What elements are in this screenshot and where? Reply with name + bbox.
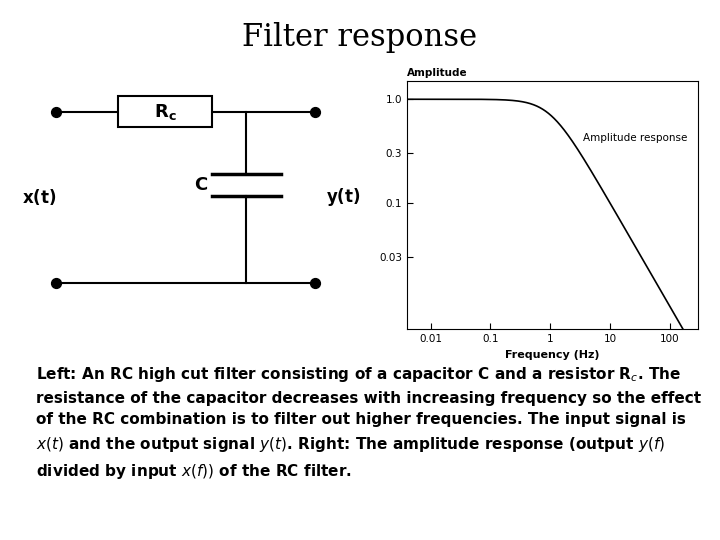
Point (50, 279, 62, 287)
Text: $\mathbf{R_c}$: $\mathbf{R_c}$ (153, 102, 176, 122)
Text: Amplitude response: Amplitude response (582, 133, 687, 143)
Text: $\mathbf{x(t)}$: $\mathbf{x(t)}$ (22, 187, 56, 207)
Point (310, 279, 321, 287)
Point (50, 107, 62, 116)
Bar (118, 96, 212, 127)
Point (310, 107, 321, 116)
Text: $\mathbf{y(t)}$: $\mathbf{y(t)}$ (325, 186, 360, 208)
Text: Left: An RC high cut filter consisting of a capacitor C and a resistor R$_c$. Th: Left: An RC high cut filter consisting o… (36, 365, 701, 481)
Text: Filter response: Filter response (243, 22, 477, 52)
X-axis label: Frequency (Hz): Frequency (Hz) (505, 350, 600, 360)
Text: Amplitude: Amplitude (407, 68, 467, 78)
Text: $\mathbf{C}$: $\mathbf{C}$ (194, 176, 208, 194)
